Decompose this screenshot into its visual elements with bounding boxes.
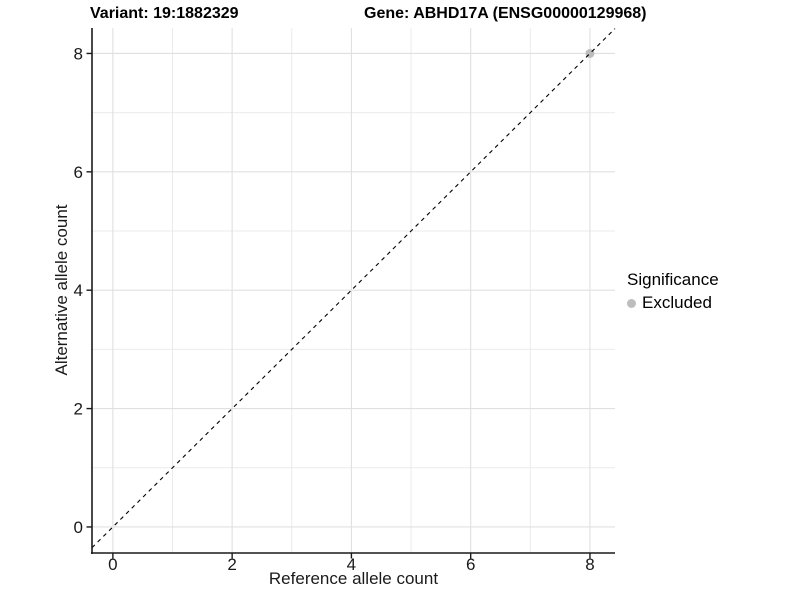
legend-title: Significance (627, 270, 719, 289)
svg-text:4: 4 (347, 555, 356, 574)
legend-item-label: Excluded (642, 293, 712, 312)
x-axis-title: Reference allele count (268, 569, 439, 588)
svg-text:0: 0 (74, 518, 83, 537)
variant-title: Variant: 19:1882329 (90, 5, 239, 22)
svg-text:0: 0 (108, 555, 117, 574)
excluded-point-icon (627, 298, 636, 308)
svg-text:2: 2 (74, 400, 83, 419)
legend: Significance Excluded (627, 270, 719, 313)
y-axis-title: Alternative allele count (52, 204, 71, 376)
svg-text:2: 2 (227, 555, 236, 574)
legend-item-excluded: Excluded (627, 293, 719, 313)
gene-title: Gene: ABHD17A (ENSG00000129968) (364, 5, 647, 22)
svg-text:6: 6 (466, 555, 475, 574)
svg-text:8: 8 (585, 555, 594, 574)
svg-text:4: 4 (74, 281, 83, 300)
svg-text:6: 6 (74, 163, 83, 182)
svg-text:8: 8 (74, 44, 83, 63)
